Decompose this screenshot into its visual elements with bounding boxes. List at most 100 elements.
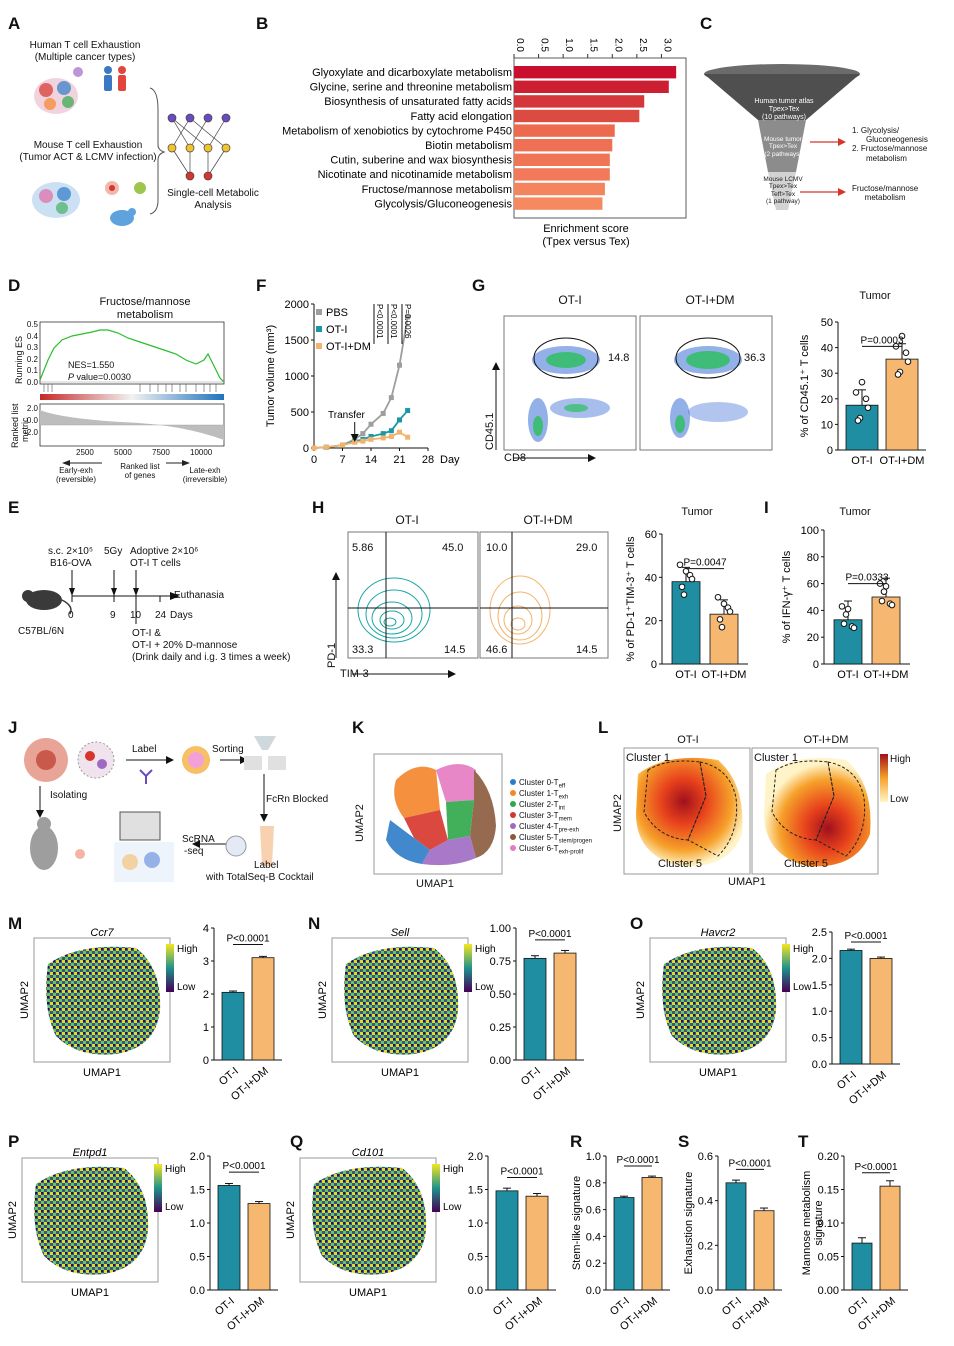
bar <box>641 1177 663 1291</box>
f-point <box>388 433 394 439</box>
bar-dot <box>882 582 890 590</box>
b-tick-label: 3.0 <box>661 38 672 52</box>
e-d9: 9 <box>110 610 116 621</box>
panel-q-umap: High Low Cd101 UMAP1 UMAP2 <box>286 1144 466 1304</box>
bar-ytick-label: 0.2 <box>586 1258 601 1270</box>
bar-ytick-label: 100 <box>801 525 819 537</box>
bar-dot <box>894 371 902 378</box>
rank-label: Ranked list <box>10 403 20 448</box>
l-c5-b: Cluster 5 <box>784 858 829 870</box>
j-fcrn: FcRn Blocked <box>266 794 329 805</box>
f-point <box>360 438 366 444</box>
b-bar <box>514 197 603 210</box>
bar-ytick-label: 0.50 <box>490 989 511 1001</box>
k-legend-label: Cluster 4-T <box>519 822 559 831</box>
bar-category-label: OT-I <box>491 1295 515 1318</box>
bar-ytick-label: 2.0 <box>190 1151 205 1163</box>
human-exhaustion-sub: (Multiple cancer types) <box>34 52 136 63</box>
bar-ytick-label: 0.5 <box>468 1252 483 1264</box>
b-bar <box>514 139 613 152</box>
panel-label-i: I <box>764 498 769 517</box>
mouse-icon-e <box>22 590 72 615</box>
panel-s-bar: 0.60.40.20.0OT-IOT-I+DMP<0.0001Exhaustio… <box>683 1151 782 1333</box>
panel-b-chart: 0.0 0.5 1.0 1.5 2.0 2.5 3.0 Glyoxylate and dica… <box>282 38 687 248</box>
bar <box>247 1203 271 1291</box>
panel-j: Label Sorting Isolating FcRn Blocked ScR… <box>10 730 340 890</box>
bar-dot <box>878 597 886 605</box>
feature-colorbar <box>782 944 790 992</box>
f-pval: P<0.0001 <box>375 304 384 339</box>
j-label2: Label <box>254 860 279 871</box>
b-bar <box>514 124 615 137</box>
panel-f-chart: 2000 1500 1000 500 00 7 14 21 28 Day Tumor volume … <box>265 299 460 466</box>
result-list-2: Fructose/mannose metabolism <box>852 184 919 203</box>
panel-o-umap: High Low Havcr2 UMAP1 UMAP2 <box>636 924 814 1084</box>
bar-ytick-label: 1.5 <box>468 1185 483 1197</box>
gsea-xtick: 10000 <box>190 448 213 457</box>
gsea-xtick: 7500 <box>152 448 170 457</box>
bar-ytick-label: 1.0 <box>190 1218 205 1230</box>
feature-ylabel: UMAP2 <box>286 1201 297 1239</box>
bar-ytick-label: 0 <box>651 659 657 671</box>
bar-ytick-label: 1.5 <box>812 980 827 992</box>
k-legend-dot <box>510 823 516 829</box>
feature-high: High <box>475 944 496 955</box>
f-point <box>323 444 329 450</box>
bar-ytick-label: 0.05 <box>818 1252 839 1264</box>
bar-category-label: OT-I <box>213 1295 237 1318</box>
bar-pvalue: P<0.0001 <box>844 931 888 942</box>
bar-dot <box>676 561 684 569</box>
computer-icon <box>114 811 174 882</box>
gsea-title-2: metabolism <box>116 309 174 321</box>
f-legend-label: OT-I <box>326 324 347 336</box>
feature-gene-name: Entpd1 <box>73 1147 108 1159</box>
panel-d: Fructose/mannose metabolism Running ES 0… <box>0 290 250 490</box>
bar-dot <box>680 591 688 598</box>
bar-ytick-label: 0.0 <box>586 1285 601 1297</box>
bar-pvalue: P<0.0001 <box>728 1158 772 1169</box>
bar-ytick-label: 80 <box>807 552 819 564</box>
bar-ytick-label: 60 <box>645 529 657 541</box>
k-legend-label: Cluster 3-T <box>519 811 559 820</box>
k-legend-label: Cluster 1-T <box>519 789 559 798</box>
feature-gene-name: Sell <box>391 927 410 939</box>
panel-i-bar: 100 80 60 40 20 0 OT-I OT-I+DM P=0.0333 % of IFN-… <box>781 525 910 681</box>
bar-ytick-label: 50 <box>821 317 833 329</box>
b-xlabel-sub: (Tpex versus Tex) <box>542 236 629 248</box>
mouse-icon <box>110 208 136 226</box>
panel-label-o: O <box>630 914 644 933</box>
l-low: Low <box>890 794 909 805</box>
k-legend-item: Cluster 0-Teff <box>510 778 565 790</box>
pvalue-text: P value=0.0030 <box>68 372 131 382</box>
umap-cluster-shapes <box>386 764 496 866</box>
bar <box>845 404 879 451</box>
b-tick-label: 1.5 <box>588 38 599 52</box>
bar <box>217 1185 241 1291</box>
feature-umap-cells <box>344 946 459 1055</box>
bar-pvalue: P<0.0001 <box>500 1166 544 1177</box>
f-ytick-label: 0 <box>303 443 309 455</box>
k-legend-item: Cluster 6-Texh-prolif <box>510 844 583 856</box>
bar-ytick-label: 0.0 <box>698 1285 713 1297</box>
feature-gene-name: Havcr2 <box>701 927 736 939</box>
feature-high: High <box>793 944 814 955</box>
bar <box>553 952 577 1061</box>
bar-ytick-label: 0.00 <box>490 1055 511 1067</box>
panel-m-umap: High Low Ccr7 UMAP1 UMAP2 <box>20 924 198 1084</box>
i-tumor: Tumor <box>839 506 871 518</box>
bar <box>221 991 245 1061</box>
f-pval: P=0.0026 <box>403 304 412 339</box>
bar <box>871 596 901 665</box>
bar <box>879 1185 901 1291</box>
k-legend-dot <box>510 834 516 840</box>
mouse-exhaustion-sub: (Tumor ACT & LCMV infection) <box>19 152 157 163</box>
gsea-title: Fructose/mannose <box>99 296 191 308</box>
b-plot-frame <box>513 57 687 219</box>
bar-category-label: OT-I+DM <box>702 669 747 681</box>
g-tumor: Tumor <box>859 290 891 302</box>
f-point <box>388 395 394 401</box>
b-bar <box>514 95 645 108</box>
bar-ytick-label: 2.5 <box>812 927 827 939</box>
f-point <box>311 445 317 451</box>
